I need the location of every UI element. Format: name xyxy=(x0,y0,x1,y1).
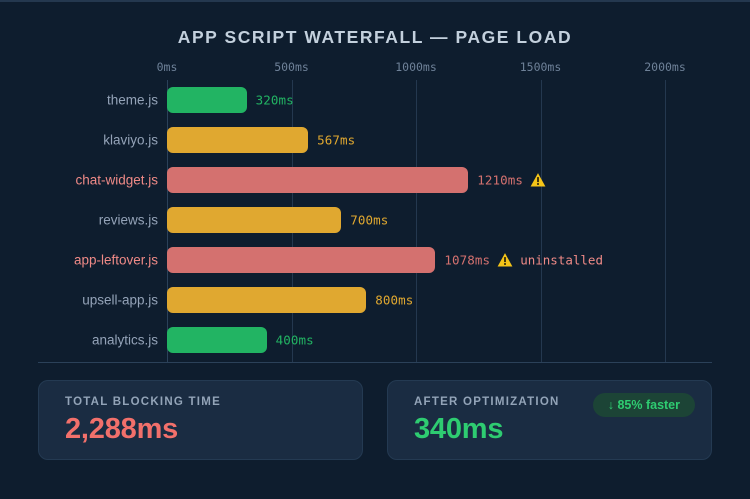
bar-fill[interactable] xyxy=(167,127,309,153)
bar-label: klaviyo.js xyxy=(103,132,158,148)
bar-value-label: 400ms xyxy=(275,332,314,348)
summary-card: AFTER OPTIMIZATION 340ms ↓ 85% faster xyxy=(387,380,712,460)
bar-fill[interactable] xyxy=(167,327,267,353)
bar-label: app-leftover.js xyxy=(73,252,158,268)
bar-row[interactable]: theme.js 320ms xyxy=(0,80,750,120)
bar-value-label: 800ms xyxy=(375,292,414,308)
bar-fill[interactable] xyxy=(167,167,469,193)
bar-value-label: 567ms xyxy=(317,132,356,148)
summary-card-label: TOTAL BLOCKING TIME xyxy=(65,396,221,408)
x-axis-tick-label: 1000ms xyxy=(395,60,437,74)
bar-track xyxy=(167,127,309,153)
bar-row[interactable]: analytics.js 400ms xyxy=(0,320,750,360)
bar-row[interactable]: chat-widget.js 1210ms xyxy=(0,160,750,200)
bar-row[interactable]: reviews.js 700ms xyxy=(0,200,750,240)
bar-meta: 1078ms uninstalled xyxy=(444,253,603,268)
bar-label: theme.js xyxy=(106,92,158,108)
bar-meta: 1210ms xyxy=(477,173,546,188)
bar-track xyxy=(167,167,469,193)
bar-meta: 700ms xyxy=(350,213,388,228)
bar-track xyxy=(167,207,342,233)
bar-value-label: 1210ms xyxy=(477,172,524,188)
bar-track xyxy=(167,87,247,113)
x-axis-tick-label: 0ms xyxy=(156,60,178,74)
waterfall-bars: theme.js 320ms klaviyo.js 567ms chat-widget.… xyxy=(0,80,750,362)
bar-value-label: 700ms xyxy=(350,212,389,228)
bar-value-label: 1078ms xyxy=(444,252,491,268)
x-axis-tick-label: 1500ms xyxy=(519,60,562,74)
bar-fill[interactable] xyxy=(167,247,436,273)
bar-meta: 400ms xyxy=(276,333,314,348)
chart-title: APP SCRIPT WATERFALL — PAGE LOAD xyxy=(177,27,573,47)
bar-label: reviews.js xyxy=(98,212,158,228)
bar-fill[interactable] xyxy=(167,207,342,233)
bar-row[interactable]: app-leftover.js 1078ms uninstalled xyxy=(0,240,750,280)
x-axis-tick-labels: 0ms 500ms 1000ms 1500ms 2000ms xyxy=(0,60,750,76)
bar-note: uninstalled xyxy=(520,252,603,268)
bar-row[interactable]: upsell-app.js 800ms xyxy=(0,280,750,320)
warning-triangle-icon xyxy=(497,253,513,268)
bar-meta: 320ms xyxy=(256,93,294,108)
bar-value-label: 320ms xyxy=(255,92,294,108)
bar-fill[interactable] xyxy=(167,287,367,313)
bar-label: upsell-app.js xyxy=(82,292,158,308)
improvement-badge: ↓ 85% faster xyxy=(592,393,695,417)
summary-card-value: 2,288ms xyxy=(65,413,179,445)
gridline xyxy=(665,80,666,362)
x-axis-tick-label: 500ms xyxy=(274,60,309,74)
x-axis-tick-label: 2000ms xyxy=(644,60,686,74)
bar-meta: 800ms xyxy=(375,293,413,308)
summary-card-value: 340ms xyxy=(414,413,504,445)
bar-track xyxy=(167,247,436,273)
summary-cards: TOTAL BLOCKING TIME 2,288ms AFTER OPTIMIZA… xyxy=(38,380,712,460)
bar-track xyxy=(167,327,267,353)
gridline xyxy=(540,80,542,362)
bar-meta: 567ms xyxy=(317,133,355,148)
bar-track xyxy=(167,287,367,313)
bar-label: analytics.js xyxy=(91,332,158,348)
summary-card: TOTAL BLOCKING TIME 2,288ms xyxy=(38,380,363,460)
section-divider xyxy=(38,362,712,363)
bar-label: chat-widget.js xyxy=(75,172,158,188)
summary-card-label: AFTER OPTIMIZATION xyxy=(414,396,560,408)
warning-triangle-icon xyxy=(530,173,546,188)
bar-row[interactable]: klaviyo.js 567ms xyxy=(0,120,750,160)
bar-fill[interactable] xyxy=(167,87,247,113)
gridline xyxy=(416,80,417,362)
